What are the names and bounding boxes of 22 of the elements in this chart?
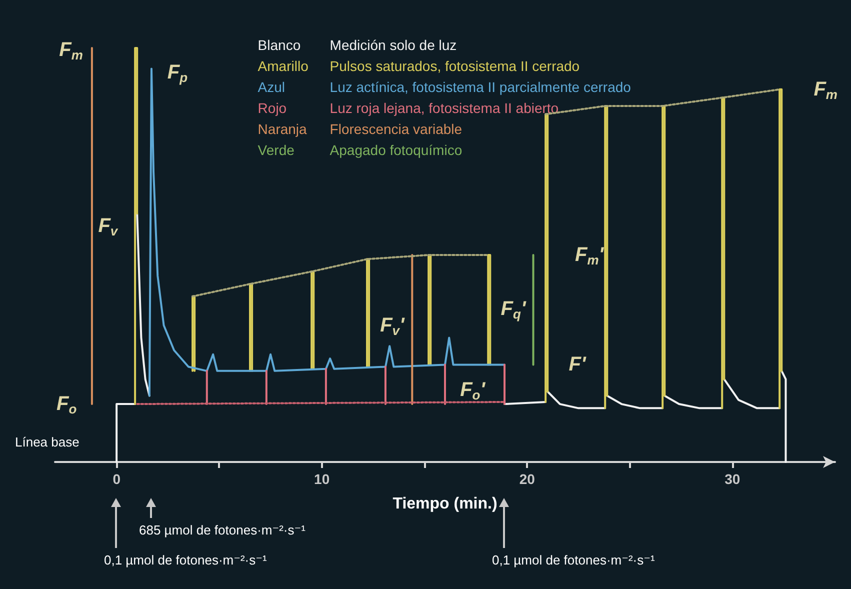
x-tick-label: 30 xyxy=(724,471,740,487)
text: 685 µmol de fotones·m⁻²·s⁻¹ xyxy=(139,522,306,538)
text: Pulsos saturados, fotosistema II cerrado xyxy=(330,58,580,74)
annotation: Verde xyxy=(258,142,295,158)
annotation: Naranja xyxy=(258,121,308,137)
x-tick-label: 20 xyxy=(519,471,536,487)
annotation: F' xyxy=(568,354,587,376)
x-tick-label: 0 xyxy=(112,471,121,487)
annotation: Blanco xyxy=(258,37,301,53)
annotation: Línea base xyxy=(15,434,80,450)
text: Luz roja lejana, fotosistema II abierto xyxy=(330,100,559,116)
text: Luz actínica, fotosistema II parcialmente cerrado xyxy=(330,79,632,95)
annotation: Rojo xyxy=(258,100,287,116)
text: 0,1 µmol de fotones·m⁻²·s⁻¹ xyxy=(104,552,268,568)
annotation: Amarillo xyxy=(258,58,309,74)
text: 0,1 µmol de fotones·m⁻²·s⁻¹ xyxy=(492,552,656,568)
annotation: Azul xyxy=(258,79,286,95)
text: Apagado fotoquímico xyxy=(330,142,462,158)
text: Florescencia variable xyxy=(330,121,462,137)
x-tick-label: 10 xyxy=(314,471,330,487)
text: Medición solo de luz xyxy=(330,37,457,53)
x-axis-title: Tiempo (min.) xyxy=(392,496,498,512)
